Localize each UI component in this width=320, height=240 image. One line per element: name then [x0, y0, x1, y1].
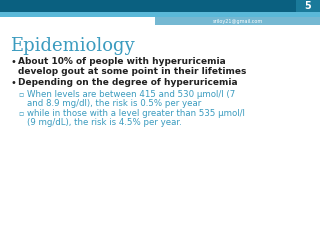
- Bar: [0, 12, 320, 17]
- Text: Epidemiology: Epidemiology: [10, 37, 135, 55]
- Text: About 10% of people with hyperuricemia: About 10% of people with hyperuricemia: [18, 57, 226, 66]
- Bar: [0, 0, 320, 12]
- Text: ▫: ▫: [18, 109, 23, 118]
- Bar: [155, 17, 320, 25]
- Text: •: •: [10, 57, 16, 67]
- Text: and 8.9 mg/dl), the risk is 0.5% per year: and 8.9 mg/dl), the risk is 0.5% per yea…: [27, 99, 201, 108]
- Text: When levels are between 415 and 530 μmol/l (7: When levels are between 415 and 530 μmol…: [27, 90, 235, 99]
- Text: while in those with a level greater than 535 μmol/l: while in those with a level greater than…: [27, 109, 245, 118]
- Text: 5: 5: [305, 1, 311, 11]
- Text: Depending on the degree of hyperuricemia: Depending on the degree of hyperuricemia: [18, 78, 238, 87]
- Text: develop gout at some point in their lifetimes: develop gout at some point in their life…: [18, 67, 246, 76]
- Text: (9 mg/dL), the risk is 4.5% per year.: (9 mg/dL), the risk is 4.5% per year.: [27, 118, 182, 127]
- Text: •: •: [10, 78, 16, 88]
- Text: ▫: ▫: [18, 90, 23, 99]
- Text: sriloy21@gmail.com: sriloy21@gmail.com: [213, 18, 263, 24]
- Bar: [296, 0, 320, 12]
